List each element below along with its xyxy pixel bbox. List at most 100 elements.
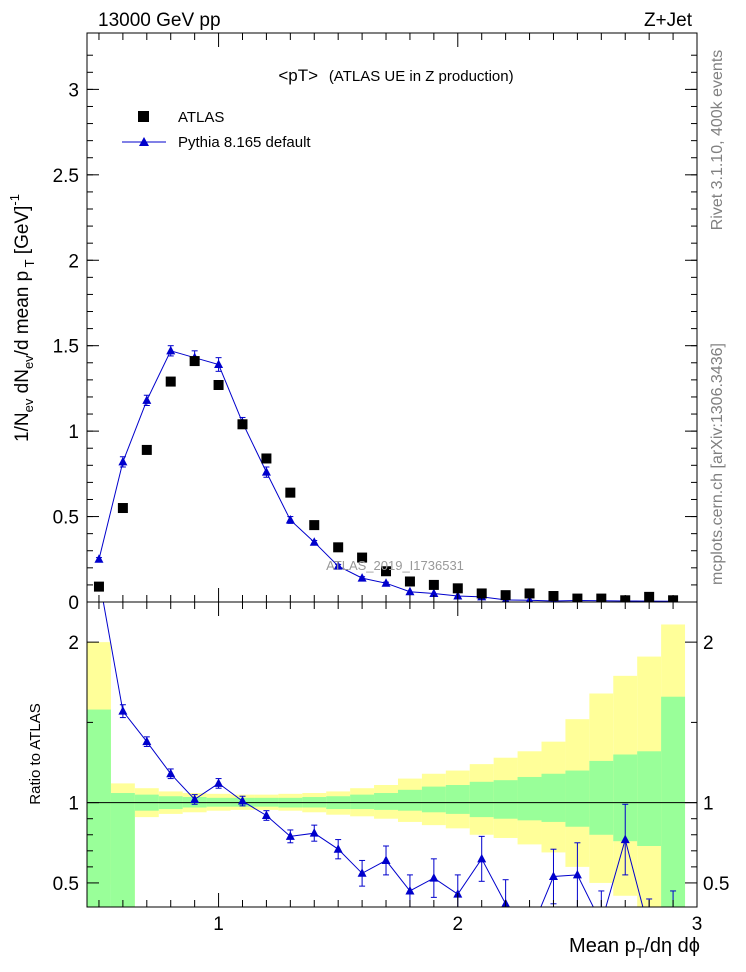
atlas-point bbox=[165, 376, 176, 387]
pythia-point bbox=[94, 554, 104, 563]
y-tick-label-ratio-right: 2 bbox=[703, 633, 714, 654]
ratio-point bbox=[166, 768, 176, 778]
ratio-point bbox=[620, 834, 630, 844]
atlas-point bbox=[357, 552, 368, 563]
source-label: mcplots.cern.ch [arXiv:1306.3436] bbox=[709, 343, 726, 585]
uncertainty-band-inner bbox=[637, 751, 662, 846]
header-left: 13000 GeV pp bbox=[98, 10, 221, 31]
y-tick-label-ratio: 1 bbox=[68, 794, 79, 815]
pythia-point bbox=[261, 467, 271, 476]
y-axis-label-top: 1/Nev dNev/d mean p T [GeV]-1 bbox=[7, 194, 37, 442]
pythia-point bbox=[309, 537, 319, 546]
atlas-point bbox=[93, 581, 104, 592]
y-tick-label-ratio: 2 bbox=[68, 633, 79, 654]
pythia-point bbox=[381, 578, 391, 587]
legend-marker-pythia bbox=[139, 137, 149, 146]
x-tick-label: 3 bbox=[692, 914, 703, 935]
ratio-point bbox=[333, 844, 343, 853]
ratio-point bbox=[309, 828, 319, 837]
atlas-point bbox=[309, 520, 320, 531]
ratio-point bbox=[190, 794, 200, 803]
atlas-point bbox=[261, 453, 272, 464]
ratio-point bbox=[669, 918, 678, 927]
atlas-point bbox=[213, 379, 224, 390]
ratio-point bbox=[237, 796, 247, 805]
ratio-point bbox=[381, 855, 391, 864]
atlas-point bbox=[141, 444, 152, 455]
pythia-point bbox=[333, 561, 343, 570]
atlas-point bbox=[117, 503, 128, 514]
atlas-point bbox=[237, 419, 248, 430]
uncertainty-band-inner bbox=[110, 793, 135, 907]
ratio-point bbox=[357, 868, 367, 877]
uncertainty-band-inner bbox=[565, 770, 590, 827]
legend-label-pythia: Pythia 8.165 default bbox=[178, 134, 311, 151]
legend: ATLAS Pythia 8.165 default bbox=[122, 109, 311, 151]
uncertainty-band-inner bbox=[421, 786, 446, 813]
x-tick-label: 1 bbox=[213, 914, 224, 935]
ratio-point bbox=[645, 926, 654, 935]
atlas-point bbox=[404, 576, 415, 587]
x-tick-label: 2 bbox=[452, 914, 463, 935]
atlas-point bbox=[285, 487, 296, 498]
atlas-point bbox=[189, 356, 200, 367]
header-right: Z+Jet bbox=[644, 10, 693, 31]
uncertainty-band-inner bbox=[469, 781, 494, 818]
uncertainty-band-inner bbox=[661, 696, 686, 907]
y-tick-label-top: 0 bbox=[68, 593, 79, 614]
y-tick-label-top: 1 bbox=[68, 422, 79, 443]
ratio-point bbox=[429, 873, 439, 882]
y-tick-label-top: 1.5 bbox=[53, 337, 79, 358]
ratio-point bbox=[572, 869, 582, 879]
rivet-label: Rivet 3.1.10, 400k events bbox=[709, 49, 726, 231]
y-tick-label-top: 0.5 bbox=[53, 508, 79, 529]
analysis-watermark: ATLAS_2019_I1736531 bbox=[326, 558, 464, 573]
atlas-point bbox=[524, 588, 535, 599]
ratio-series bbox=[102, 602, 678, 938]
y-tick-label-ratio-right: 0.5 bbox=[703, 874, 729, 895]
ratio-point bbox=[525, 929, 534, 938]
pythia-point bbox=[214, 359, 224, 368]
pythia-point bbox=[118, 456, 128, 466]
pythia-point bbox=[142, 395, 152, 404]
ratio-panel: 0.5 0.5 1 1 2 2 1 2 3 Ratio to ATLAS Mean pT/dη … bbox=[27, 601, 729, 961]
x-axis-label: Mean pT/dη dϕ bbox=[569, 935, 700, 961]
pythia-point bbox=[405, 586, 415, 596]
uncertainty-band-inner bbox=[374, 793, 398, 810]
uncertainty-band-inner bbox=[541, 773, 566, 822]
pythia-point bbox=[429, 588, 439, 597]
ratio-point bbox=[405, 885, 415, 895]
atlas-point bbox=[381, 566, 392, 577]
ratio-point bbox=[261, 810, 271, 819]
ratio-point bbox=[118, 706, 128, 715]
uncertainty-band-inner bbox=[87, 709, 111, 907]
atlas-point bbox=[428, 579, 439, 590]
uncertainty-band-inner bbox=[350, 794, 375, 810]
main-panel: 0 0.5 1 1.5 2 2.5 3 <pT> (ATLAS UE in Z produc… bbox=[7, 32, 698, 614]
ratio-point bbox=[285, 831, 295, 840]
y-axis-label-ratio: Ratio to ATLAS bbox=[27, 703, 44, 804]
y-tick-label-ratio: 0.5 bbox=[53, 874, 79, 895]
pythia-point bbox=[285, 514, 295, 524]
uncertainty-band-inner bbox=[397, 789, 422, 811]
y-tick-label-top: 2 bbox=[68, 251, 79, 272]
uncertainty-band-inner bbox=[517, 776, 542, 821]
atlas-point bbox=[333, 542, 344, 553]
ratio-point bbox=[597, 918, 606, 927]
uncertainty-band-inner bbox=[445, 785, 470, 814]
plot-subtitle: (ATLAS UE in Z production) bbox=[329, 68, 514, 85]
pythia-point bbox=[166, 345, 176, 355]
ratio-point bbox=[548, 871, 558, 880]
pythia-point bbox=[357, 573, 367, 582]
plot-title: <pT> (ATLAS UE in Z production) bbox=[278, 66, 513, 85]
y-tick-label-ratio-right: 1 bbox=[703, 794, 714, 815]
uncertainty-band-inner bbox=[589, 760, 614, 835]
y-tick-label-top: 3 bbox=[68, 80, 79, 101]
uncertainty-band-inner bbox=[493, 780, 518, 819]
legend-marker-atlas bbox=[138, 111, 149, 122]
ratio-point bbox=[142, 736, 152, 746]
plot-title-main: <pT> bbox=[278, 66, 318, 85]
ratio-point bbox=[214, 778, 224, 787]
legend-label-atlas: ATLAS bbox=[178, 109, 224, 126]
